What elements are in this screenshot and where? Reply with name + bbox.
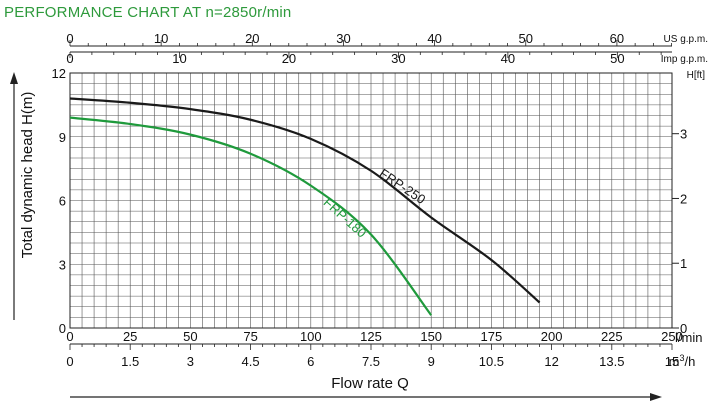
m3h-tick-label: 15 — [665, 354, 679, 369]
m3h-tick-label: 1.5 — [121, 354, 139, 369]
lmin-tick-label: 225 — [601, 329, 623, 344]
lmin-tick-label: 50 — [183, 329, 197, 344]
m3h-tick-label: 6 — [307, 354, 314, 369]
m3h-tick-label: 0 — [66, 354, 73, 369]
lmin-tick-label: 0 — [66, 329, 73, 344]
m3h-tick-label: 9 — [428, 354, 435, 369]
imp-gpm-tick-label: 40 — [501, 51, 515, 66]
imp-gpm-tick-label: 20 — [282, 51, 296, 66]
series-label-frp-250: FRP-250 — [377, 166, 429, 208]
us-gpm-tick-label: 50 — [519, 31, 533, 46]
lmin-tick-label: 200 — [541, 329, 563, 344]
y-tick-label-right: 3 — [680, 127, 687, 142]
us-gpm-tick-label: 40 — [427, 31, 441, 46]
y-axis-arrowhead — [10, 72, 18, 84]
y-unit-label-right: H[ft] — [687, 70, 706, 81]
y-tick-label-left: 3 — [59, 257, 66, 272]
m3h-tick-label: 12 — [544, 354, 558, 369]
y-tick-label-left: 9 — [59, 130, 66, 145]
lmin-tick-label: 175 — [481, 329, 503, 344]
m3h-unit-superscript: 3 — [679, 353, 684, 363]
imp-gpm-tick-label: 10 — [172, 51, 186, 66]
m3h-tick-label: 3 — [187, 354, 194, 369]
us-gpm-unit-label: US g.p.m. — [664, 34, 708, 45]
series-line-frp-180 — [69, 116, 433, 316]
y-tick-label-right: 0 — [680, 321, 687, 336]
chart-title: PERFORMANCE CHART AT n=2850r/min — [4, 4, 292, 21]
plot-frame — [69, 72, 673, 329]
m3h-tick-label: 13.5 — [599, 354, 624, 369]
x-axis-label: Flow rate Q — [331, 375, 409, 392]
us-gpm-tick-label: 20 — [245, 31, 259, 46]
y-tick-label-left: 12 — [52, 66, 66, 81]
us-gpm-tick-label: 0 — [66, 31, 73, 46]
y-tick-label-left: 0 — [59, 321, 66, 336]
imp-gpm-unit-label: Imp g.p.m. — [661, 54, 708, 65]
m3h-tick-label: 10.5 — [479, 354, 504, 369]
y-tick-label-right: 2 — [680, 191, 687, 206]
y-tick-label-left: 6 — [59, 194, 66, 209]
imp-gpm-tick-label: 50 — [610, 51, 624, 66]
grid — [69, 72, 673, 329]
lmin-tick-label: 125 — [360, 329, 382, 344]
us-gpm-tick-label: 60 — [610, 31, 624, 46]
lmin-tick-label: 150 — [420, 329, 442, 344]
m3h-tick-label: 4.5 — [242, 354, 260, 369]
series-line-frp-250 — [69, 97, 541, 304]
us-gpm-tick-label: 10 — [154, 31, 168, 46]
imp-gpm-tick-label: 0 — [66, 51, 73, 66]
lmin-tick-label: 250 — [661, 329, 683, 344]
y-tick-label-right: 1 — [680, 256, 687, 271]
y-axis-label: Total dynamic head H(m) — [19, 92, 36, 259]
lmin-tick-label: 100 — [300, 329, 322, 344]
lmin-tick-label: 75 — [243, 329, 257, 344]
x-axis-arrowhead — [650, 393, 662, 401]
m3h-unit-label: m3/h — [669, 353, 696, 369]
m3h-tick-label: 7.5 — [362, 354, 380, 369]
lmin-tick-label: 25 — [123, 329, 137, 344]
us-gpm-tick-label: 30 — [336, 31, 350, 46]
imp-gpm-tick-label: 30 — [391, 51, 405, 66]
m3h-unit-tail: /h — [685, 354, 696, 369]
lmin-unit-label: l/min — [675, 330, 702, 345]
series-label-frp-180: FRP-180 — [321, 195, 370, 241]
